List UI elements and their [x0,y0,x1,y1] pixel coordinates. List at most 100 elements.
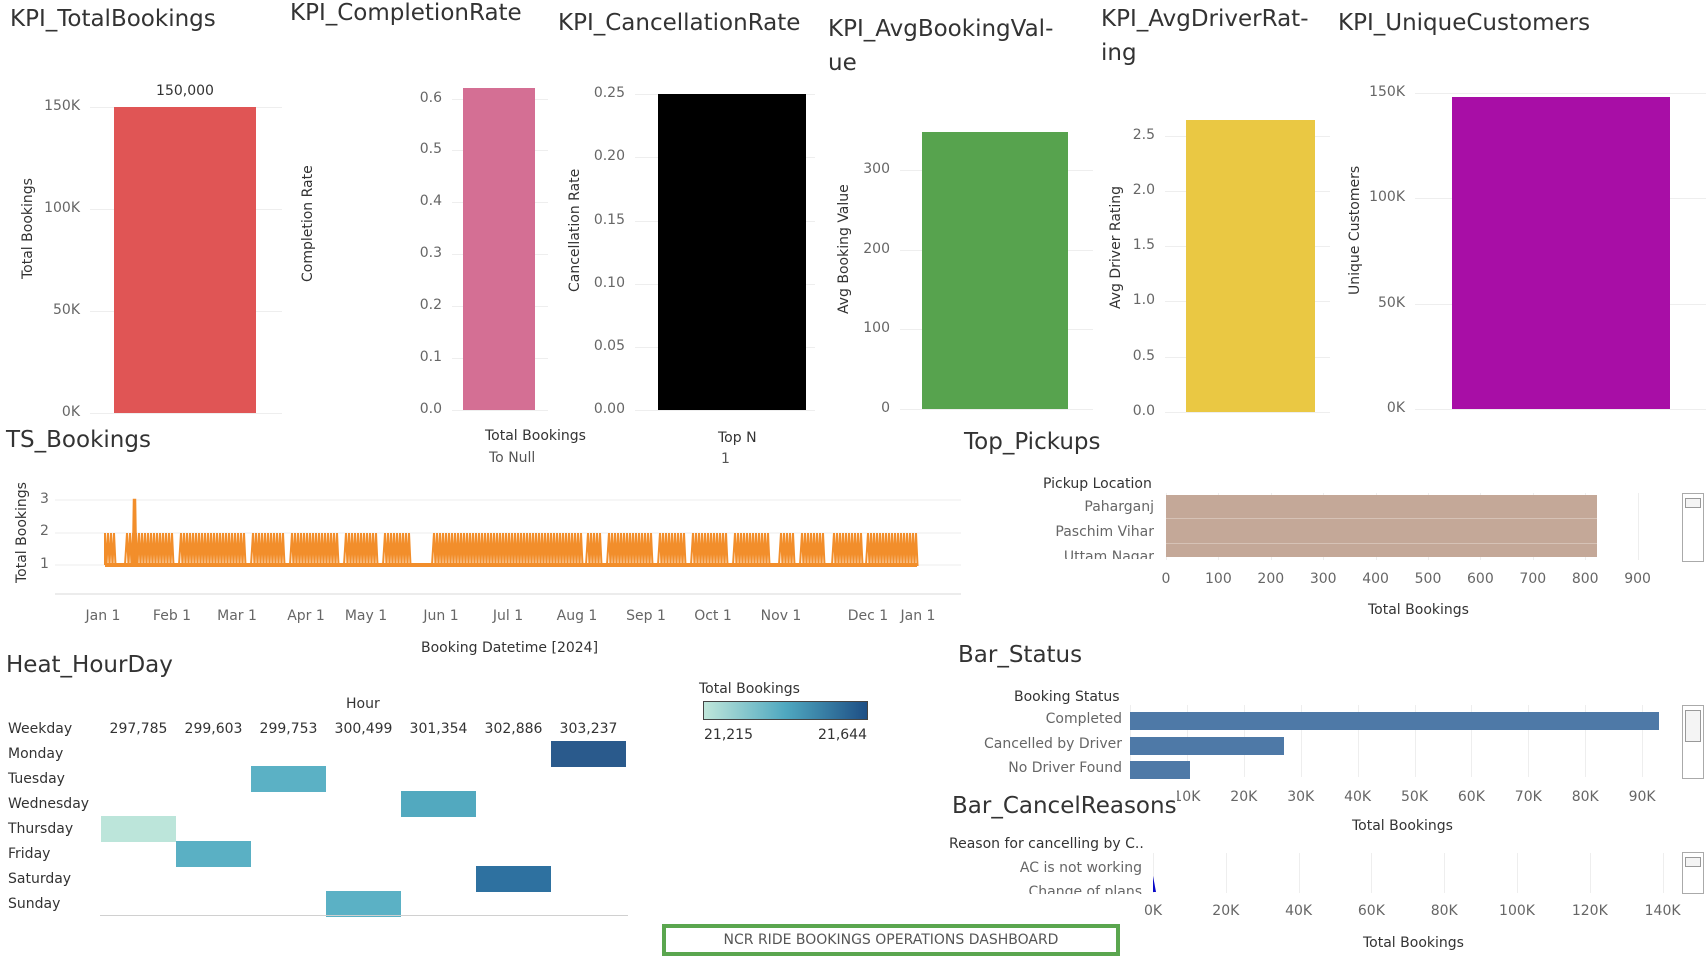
kpi-completion_rate-tick: 0.5 [419,141,442,158]
kpi-unique_customers-tick: 50K [1378,294,1405,311]
kpi-completion_rate-tick: 0.4 [419,193,442,210]
kpi-avg_driver_rating-bar [1186,120,1315,412]
pickup-bar-divider [1166,543,1597,544]
ts-xtick: Jul 1 [492,608,524,624]
cancel-gridline [1444,853,1446,893]
status-xtick: 20K [1230,789,1258,805]
kpi-avg_booking_value-tick: 0 [881,400,890,416]
kpi-completion_rate-tick: 0.0 [419,401,442,417]
ts-xtick: May 1 [344,608,388,624]
cancel-gridline [1662,853,1664,893]
ts-line-chart [55,498,961,595]
heat-cell [401,791,476,817]
heat-cell [326,891,401,917]
ts-xtick: Sep 1 [626,608,666,624]
ts-series-line [104,532,919,566]
heat-cell [551,741,626,767]
heat-legend-ramp [703,701,868,720]
kpi-cancellation_rate-tick: 0.05 [593,337,625,354]
cancel-gridline [1589,853,1591,893]
pickup-xtick: 800 [1571,571,1599,587]
heat-hour-label: 301,354 [409,721,468,737]
bar-cancel-title: Bar_CancelReasons [952,789,1177,823]
ts-title: TS_Bookings [6,427,151,453]
ts-xlabel: Booking Datetime [2024] [421,640,599,656]
cancel-xtick: 140K [1644,903,1681,919]
kpi-unique_customers-tick: 150K [1369,84,1405,101]
heat-day-label: Thursday [8,821,74,837]
kpi-unique_customers-gridline [1415,409,1706,410]
status-gridline [1300,705,1302,777]
pickup-location-label: Uttam Nagar [1063,549,1154,559]
kpi-avg_driver_rating-title: KPI_AvgDriverRat-ing [1101,6,1309,66]
pickup-xtick: 600 [1467,571,1494,587]
kpi-avg_driver_rating-gridline [1165,412,1330,413]
heat-cell [101,816,176,842]
top-pickups-title: Top_Pickups [964,429,1101,455]
status-xtick: 10K [1173,789,1201,805]
kpi-avg_driver_rating-tick: 1.5 [1132,237,1155,254]
kpi-total_bookings-axis-title: Total Bookings [20,178,36,279]
top-pickups-scrollbar[interactable] [1682,493,1704,562]
pickup-xtick: 500 [1414,571,1442,587]
cancel-gridline [1517,853,1518,893]
kpi-total_bookings-gridline [90,413,282,414]
top-pickups-header: Pickup Location [1043,476,1152,492]
filter-total-bookings-value[interactable]: To Null [489,450,536,466]
status-xtick: 30K [1287,789,1315,805]
heat-day-label: Tuesday [8,771,65,787]
status-xtick: 80K [1571,789,1599,805]
status-bar [1130,761,1190,779]
bar-cancel-scrollbar[interactable] [1682,852,1704,894]
heat-hour-label: 303,237 [559,721,618,737]
status-gridline [1471,705,1473,777]
heat-title: Heat_HourDay [6,652,173,678]
ts-xtick: Aug 1 [556,608,598,624]
kpi-avg_booking_value-bar [922,131,1068,409]
kpi-avg_booking_value-title: KPI_AvgBookingVal-ue [828,16,1054,76]
status-gridline [1357,705,1359,777]
heat-day-label: Monday [8,746,64,762]
ts-xtick: Jan 1 [900,608,936,624]
pickup-bar-divider [1166,518,1597,519]
kpi-cancellation_rate-tick: 0.25 [593,85,625,102]
heat-hour-label: 300,499 [334,721,393,737]
ts-xtick: Dec 1 [847,608,889,624]
heat-col-header: Hour [346,696,380,712]
status-category-label: Cancelled by Driver [984,736,1122,752]
kpi-unique_customers-tick: 0K [1386,400,1405,416]
ts-xtick: Jun 1 [423,608,459,624]
kpi-total_bookings-tick: 100K [44,200,80,217]
cancel-xtick: 120K [1571,903,1608,919]
pickup-xtick: 0 [1161,571,1171,587]
kpi-cancellation_rate-bar [658,94,806,410]
kpi-total_bookings-tick: 150K [44,98,80,115]
heat-hour-label: 299,603 [184,721,243,737]
kpi-avg_driver_rating-tick: 2.0 [1132,181,1155,198]
pickup-location-label: Paschim Vihar [1055,524,1154,540]
filter-top-n-label: Top N [718,430,757,446]
cancel-xtick: 0K [1143,903,1163,919]
top-pickups-xlabel: Total Bookings [1368,602,1469,618]
heat-hour-label: 302,886 [484,721,543,737]
ts-ylabel: Total Bookings [14,482,30,583]
kpi-cancellation_rate-gridline [635,410,815,411]
filter-total-bookings-label: Total Bookings [485,428,586,444]
heat-day-label: Friday [8,846,51,862]
ts-xtick: Mar 1 [217,608,257,624]
cancel-gridline [1298,853,1300,893]
bar-status-scrollbar[interactable] [1682,705,1704,779]
status-bar [1130,712,1660,730]
kpi-completion_rate-tick: 0.1 [419,349,442,366]
status-xtick: 70K [1514,789,1542,805]
bar-cancel-xlabel: Total Bookings [1363,935,1464,951]
heat-legend-max: 21,644 [818,727,867,743]
filter-top-n-value[interactable]: 1 [721,451,730,467]
cancel-gridline [1225,853,1227,893]
kpi-unique_customers-bar [1452,97,1670,409]
kpi-completion_rate-tick: 0.6 [419,89,442,106]
heat-day-label: Wednesday [8,796,90,812]
kpi-unique_customers-tick: 100K [1369,189,1405,206]
ts-xtick: Nov 1 [760,608,802,624]
heat-legend-min: 21,215 [704,727,753,743]
